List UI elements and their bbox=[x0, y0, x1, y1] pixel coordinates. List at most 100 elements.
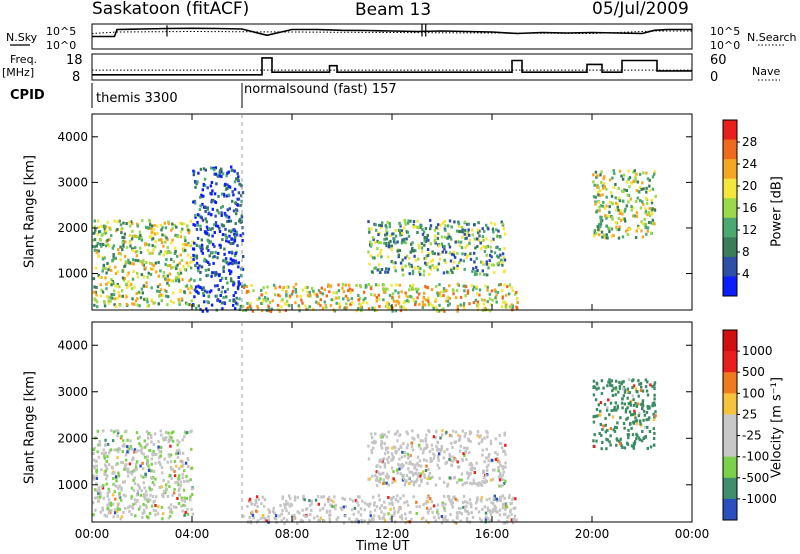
heatmap-cell bbox=[397, 301, 400, 305]
heatmap-cell bbox=[466, 291, 470, 295]
heatmap-cell bbox=[95, 464, 98, 468]
heatmap-cell bbox=[109, 299, 112, 303]
heatmap-cell bbox=[606, 428, 609, 432]
heatmap-cell bbox=[651, 187, 655, 191]
heatmap-cell bbox=[448, 245, 452, 249]
heatmap-cell bbox=[444, 250, 448, 254]
heatmap-cell bbox=[416, 231, 419, 234]
heatmap-cell bbox=[118, 285, 121, 289]
heatmap-cell bbox=[351, 499, 355, 503]
heatmap-cell bbox=[338, 302, 341, 306]
heatmap-cell bbox=[95, 470, 98, 474]
heatmap-cell bbox=[192, 257, 195, 261]
heatmap-cell bbox=[501, 473, 504, 477]
heatmap-cell bbox=[169, 264, 172, 267]
heatmap-cell bbox=[120, 486, 123, 490]
heatmap-cell bbox=[192, 304, 195, 307]
heatmap-cell bbox=[390, 458, 393, 462]
heatmap-cell bbox=[281, 288, 284, 291]
heatmap-cell bbox=[358, 302, 361, 306]
heatmap-cell bbox=[111, 246, 114, 250]
heatmap-cell bbox=[346, 297, 349, 301]
heatmap-cell bbox=[231, 262, 234, 266]
heatmap-cell bbox=[100, 468, 103, 472]
heatmap-cell bbox=[500, 220, 503, 224]
nsky-label: N.Sky bbox=[6, 31, 38, 44]
heatmap-cell bbox=[612, 387, 615, 391]
heatmap-cell bbox=[450, 502, 454, 506]
heatmap-cell bbox=[222, 296, 225, 299]
heatmap-cell bbox=[637, 226, 640, 230]
heatmap-cell bbox=[183, 504, 187, 508]
heatmap-cell bbox=[177, 275, 181, 279]
heatmap-cell bbox=[388, 222, 391, 225]
heatmap-cell bbox=[142, 452, 145, 456]
heatmap-cell bbox=[232, 228, 236, 232]
heatmap-cell bbox=[136, 460, 139, 464]
heatmap-cell bbox=[294, 288, 297, 291]
heatmap-cell bbox=[488, 292, 491, 296]
heatmap-cell bbox=[500, 305, 504, 309]
heatmap-cell bbox=[608, 230, 611, 234]
heatmap-cell bbox=[385, 237, 388, 241]
heatmap-cell bbox=[391, 292, 395, 296]
heatmap-cell bbox=[414, 463, 417, 467]
velocity-colorbar-tick-label: -500 bbox=[742, 471, 769, 485]
velocity-colorbar-tick-label: -1000 bbox=[742, 492, 777, 506]
heatmap-cell bbox=[412, 223, 415, 227]
heatmap-cell bbox=[645, 418, 648, 422]
heatmap-cell bbox=[111, 471, 114, 475]
heatmap-cell bbox=[199, 228, 202, 231]
heatmap-cell bbox=[287, 511, 291, 515]
heatmap-cell bbox=[446, 484, 449, 488]
heatmap-cell bbox=[596, 190, 600, 194]
heatmap-cell bbox=[402, 226, 406, 230]
heatmap-cell bbox=[103, 454, 106, 458]
heatmap-cell bbox=[390, 260, 393, 264]
heatmap-cell bbox=[254, 509, 258, 513]
heatmap-cell bbox=[398, 283, 402, 287]
heatmap-cell bbox=[465, 447, 468, 451]
heatmap-cell bbox=[184, 431, 187, 435]
heatmap-cell bbox=[122, 439, 125, 443]
heatmap-cell bbox=[622, 380, 625, 384]
heatmap-cell bbox=[190, 447, 193, 451]
heatmap-cell bbox=[621, 397, 624, 401]
heatmap-cell bbox=[180, 258, 183, 262]
heatmap-cell bbox=[645, 411, 649, 414]
heatmap-cell bbox=[625, 408, 628, 412]
heatmap-cell bbox=[418, 505, 421, 509]
heatmap-cell bbox=[182, 246, 186, 250]
heatmap-cell bbox=[622, 394, 625, 398]
heatmap-cell bbox=[441, 502, 445, 505]
heatmap-cell bbox=[185, 496, 189, 500]
heatmap-cell bbox=[245, 285, 249, 288]
heatmap-cell bbox=[450, 463, 453, 467]
heatmap-cell bbox=[493, 468, 496, 472]
heatmap-cell bbox=[606, 384, 609, 388]
heatmap-cell bbox=[378, 472, 381, 476]
heatmap-cell bbox=[113, 256, 116, 260]
heatmap-cell bbox=[190, 487, 194, 491]
heatmap-cell bbox=[93, 303, 96, 307]
heatmap-cell bbox=[638, 186, 642, 189]
heatmap-cell bbox=[440, 235, 444, 239]
heatmap-cell bbox=[148, 235, 152, 239]
heatmap-cell bbox=[418, 459, 422, 463]
heatmap-cell bbox=[93, 496, 97, 500]
freq-unit-label: [MHz] bbox=[2, 66, 35, 79]
heatmap-cell bbox=[485, 498, 488, 502]
heatmap-cell bbox=[385, 244, 388, 248]
heatmap-cell bbox=[296, 521, 299, 525]
heatmap-cell bbox=[480, 499, 483, 503]
heatmap-cell bbox=[434, 305, 438, 309]
heatmap-cell bbox=[169, 444, 172, 448]
heatmap-cell bbox=[643, 413, 647, 417]
heatmap-cell bbox=[181, 227, 184, 231]
heatmap-cell bbox=[225, 295, 228, 299]
heatmap-cell bbox=[385, 448, 388, 452]
heatmap-cell bbox=[497, 255, 500, 259]
heatmap-cell bbox=[418, 292, 421, 296]
heatmap-cell bbox=[452, 250, 455, 254]
heatmap-cell bbox=[223, 247, 226, 251]
